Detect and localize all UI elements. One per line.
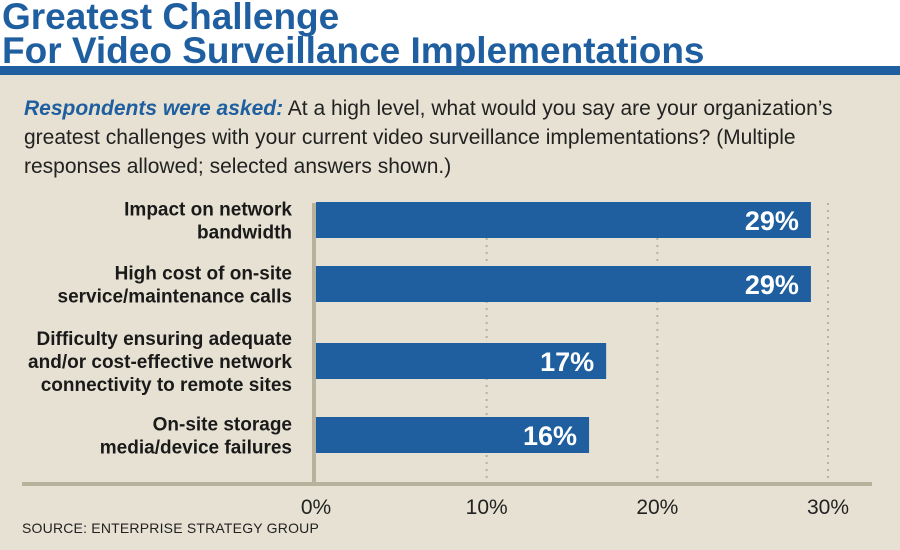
survey-question: Respondents were asked: At a high level,… (24, 94, 884, 181)
source-note: SOURCE: ENTERPRISE STRATEGY GROUP (22, 520, 320, 536)
x-tick-label-10: 10% (466, 496, 508, 515)
x-tick-label-20: 20% (636, 496, 678, 515)
bar-value-label-3: 17% (540, 347, 594, 377)
chart-title-line-1: Greatest Challenge (2, 0, 340, 37)
bar-value-label-1: 29% (745, 206, 799, 236)
title-rule (0, 66, 900, 75)
bar-chart: Impact on network bandwidth High cost of o… (22, 200, 872, 515)
category-labels: Impact on network bandwidth High cost of o… (28, 200, 292, 459)
value-labels: 29% 29% 17% 16% (523, 206, 799, 451)
bar-1 (316, 202, 811, 238)
title-area: Greatest Challenge For Video Surveillanc… (0, 0, 900, 71)
bar-2 (316, 266, 811, 302)
x-tick-label-30: 30% (807, 496, 849, 515)
chart-title-line-2: For Video Surveillance Implementations (2, 30, 705, 71)
question-text: At a high level, what would you say are … (24, 97, 833, 178)
x-tick-label-0: 0% (301, 496, 331, 515)
bar-value-label-4: 16% (523, 421, 577, 451)
bar-4 (316, 417, 590, 453)
bar-3 (316, 343, 607, 379)
bars (316, 202, 811, 453)
bar-value-label-2: 29% (745, 270, 799, 300)
category-label-1: Impact on network bandwidth (124, 200, 292, 244)
category-label-2: High cost of on-site service/maintenance … (58, 264, 292, 308)
question-lead: Respondents were asked: (24, 97, 284, 120)
axes (22, 203, 872, 486)
tick-labels: 0% 10% 20% 30% (301, 496, 849, 515)
category-label-4: On-site storage media/device failures (100, 415, 292, 459)
category-label-3: Difficulty ensuring adequate and/or cost-… (28, 329, 292, 396)
